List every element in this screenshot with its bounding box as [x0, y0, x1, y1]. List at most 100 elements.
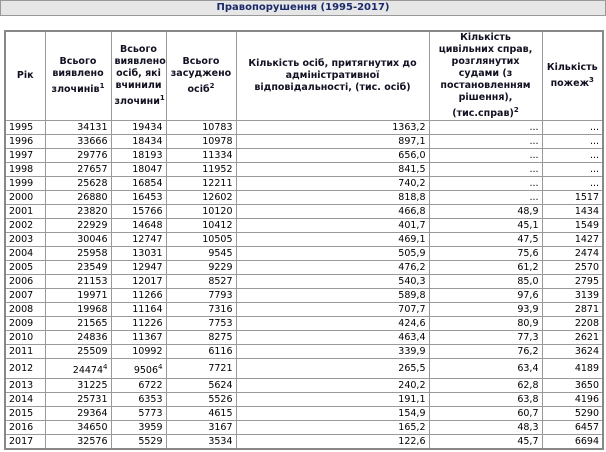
table-cell: 4189 — [541, 358, 604, 380]
table-cell: 27657 — [44, 162, 112, 178]
header-cell: Кількість пожеж3 — [541, 30, 604, 122]
table-cell: 2009 — [4, 316, 46, 332]
table-cell: 3139 — [541, 288, 604, 304]
table-cell: 6116 — [165, 344, 237, 360]
table-cell: 2010 — [4, 330, 46, 346]
table-cell: 21153 — [44, 274, 112, 290]
table-cell: 22929 — [44, 218, 112, 234]
table-row: 2013 31225 6722 5624 240,2 62,8 3650 — [4, 378, 604, 394]
table-cell: 63,4 — [428, 358, 543, 380]
table-cell: ... — [428, 176, 543, 192]
table-cell: ... — [541, 134, 604, 150]
table-cell: ... — [541, 120, 604, 136]
table-cell: 6722 — [110, 378, 167, 394]
table-cell: 8275 — [165, 330, 237, 346]
table-cell: 401,7 — [235, 218, 430, 234]
table-cell: 5526 — [165, 392, 237, 408]
table-cell: 2017 — [4, 434, 46, 450]
table-row: 2001 23820 15766 10120 466,8 48,9 1434 — [4, 204, 604, 220]
table-cell: 13031 — [110, 246, 167, 262]
table-cell: 1997 — [4, 148, 46, 164]
table-cell: 1363,2 — [235, 120, 430, 136]
table-cell: 34131 — [44, 120, 112, 136]
table-cell: 16453 — [110, 190, 167, 206]
table-cell: ... — [428, 162, 543, 178]
data-table: Рік Всього виявлено злочинів1 Всього виявл… — [4, 30, 604, 451]
table-cell: 3167 — [165, 420, 237, 436]
table-cell: 265,5 — [235, 358, 430, 380]
table-cell: ... — [541, 176, 604, 192]
table-cell: 5290 — [541, 406, 604, 422]
table-row: 2012 244744 95064 7721 265,5 63,4 4189 — [4, 358, 604, 380]
table-cell: 25509 — [44, 344, 112, 360]
table-cell: 10992 — [110, 344, 167, 360]
table-row: 2004 25958 13031 9545 505,9 75,6 2474 — [4, 246, 604, 262]
table-row: 2011 25509 10992 6116 339,9 76,2 3624 — [4, 344, 604, 360]
table-cell: ... — [428, 190, 543, 206]
table-cell: 11226 — [110, 316, 167, 332]
table-cell: ... — [428, 148, 543, 164]
table-cell: 2004 — [4, 246, 46, 262]
table-cell: 240,2 — [235, 378, 430, 394]
table-cell: 1434 — [541, 204, 604, 220]
table-cell: 505,9 — [235, 246, 430, 262]
table-cell: 12602 — [165, 190, 237, 206]
table-cell: 5529 — [110, 434, 167, 450]
table-cell: 45,1 — [428, 218, 543, 234]
table-cell: 818,8 — [235, 190, 430, 206]
table-cell: 2208 — [541, 316, 604, 332]
table-cell: 19968 — [44, 302, 112, 318]
cell-text: Всього виявлено злочинів — [51, 56, 104, 96]
table-row: 2009 21565 11226 7753 424,6 80,9 2208 — [4, 316, 604, 332]
table-cell: 12017 — [110, 274, 167, 290]
table-cell: 63,8 — [428, 392, 543, 408]
header-cell: Кількість цивільних справ, розглянутих с… — [428, 30, 543, 122]
header-cell: Всього виявлено злочинів1 — [44, 30, 112, 122]
table-cell: 2795 — [541, 274, 604, 290]
table-cell: 10978 — [165, 134, 237, 150]
footnote-mark: 4 — [158, 362, 163, 371]
table-cell: 18047 — [110, 162, 167, 178]
table-cell: 21565 — [44, 316, 112, 332]
table-cell: 29364 — [44, 406, 112, 422]
table-cell: 61,2 — [428, 260, 543, 276]
table-cell: 60,7 — [428, 406, 543, 422]
table-row: 2002 22929 14648 10412 401,7 45,1 1549 — [4, 218, 604, 234]
table-cell: 5624 — [165, 378, 237, 394]
table-cell: 18193 — [110, 148, 167, 164]
table-row: 1998 27657 18047 11952 841,5...... — [4, 162, 604, 178]
table-cell: 12747 — [110, 232, 167, 248]
table-cell: 31225 — [44, 378, 112, 394]
table-cell: ... — [541, 162, 604, 178]
table-cell: 540,3 — [235, 274, 430, 290]
table-cell: 45,7 — [428, 434, 543, 450]
table-cell: 25731 — [44, 392, 112, 408]
table-row: 2016 34650 3959 3167 165,2 48,3 6457 — [4, 420, 604, 436]
table-cell: 424,6 — [235, 316, 430, 332]
table-cell: 9545 — [165, 246, 237, 262]
table-cell: 23549 — [44, 260, 112, 276]
table-cell: 244744 — [44, 358, 112, 380]
table-cell: 11164 — [110, 302, 167, 318]
table-cell: 97,6 — [428, 288, 543, 304]
footnote-mark: 1 — [159, 94, 165, 102]
header-cell: Кількість осіб, притягнутих до адміністр… — [235, 30, 430, 122]
table-cell: 12947 — [110, 260, 167, 276]
table-cell: 26880 — [44, 190, 112, 206]
table-cell: 7316 — [165, 302, 237, 318]
footnote-mark: 4 — [103, 362, 108, 371]
table-row: 2014 25731 6353 5526 191,1 63,8 4196 — [4, 392, 604, 408]
table-cell: 2001 — [4, 204, 46, 220]
table-cell: 476,2 — [235, 260, 430, 276]
cell-text: Всього виявлено осіб, які вчинили злочин… — [114, 44, 166, 108]
table-cell: 7721 — [165, 358, 237, 380]
table-cell: 897,1 — [235, 134, 430, 150]
table-cell: 191,1 — [235, 392, 430, 408]
table-cell: 4196 — [541, 392, 604, 408]
table-cell: 1996 — [4, 134, 46, 150]
table-cell: 23820 — [44, 204, 112, 220]
table-cell: 10783 — [165, 120, 237, 136]
table-cell: 2474 — [541, 246, 604, 262]
cell-text: Всього засуджено осіб — [170, 56, 232, 96]
table-cell: 24836 — [44, 330, 112, 346]
